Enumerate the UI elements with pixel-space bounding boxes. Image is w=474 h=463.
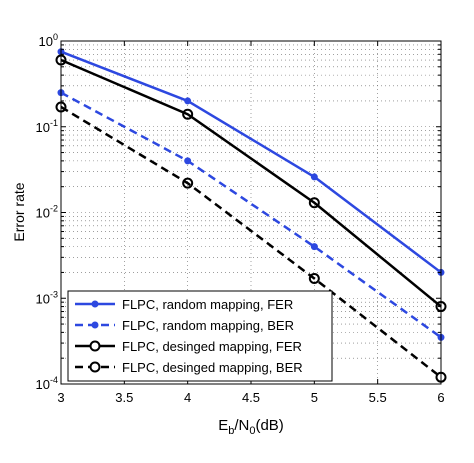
y-tick-label: 10-1 xyxy=(36,118,58,135)
series-2-point xyxy=(310,243,318,251)
x-axis-label-n: /N xyxy=(234,417,249,434)
series-line-3 xyxy=(60,58,442,308)
x-tick-label: 6 xyxy=(437,390,444,405)
x-tick-label: 3.5 xyxy=(115,390,133,405)
x-axis-label-sub-b: b xyxy=(228,425,234,437)
y-tick-label: 10-3 xyxy=(36,289,58,306)
x-axis-label-sub-0: 0 xyxy=(249,425,255,437)
x-axis-label-unit: (dB) xyxy=(255,417,283,434)
legend-label-4: FLPC, desinged mapping, BER xyxy=(122,360,303,375)
series-line-1 xyxy=(60,50,442,274)
legend-marker-1 xyxy=(91,300,99,308)
legend-marker-4 xyxy=(89,361,101,373)
x-axis-label-e: E xyxy=(218,417,228,434)
grid-lines xyxy=(61,41,441,384)
axis-ticks: 3 3.5 4 4.5 5 5.5 6 100 10-1 10-2 10-3 10-4 xyxy=(36,32,445,405)
legend-marker-2 xyxy=(91,321,99,329)
series-2-point xyxy=(184,157,192,165)
y-tick-label: 100 xyxy=(39,32,58,49)
legend-label-3: FLPC, desinged mapping, FER xyxy=(122,339,302,354)
series-3-point xyxy=(182,108,194,120)
y-axis-label: Error rate xyxy=(11,182,27,241)
series-3-point xyxy=(308,197,320,209)
series-line-4 xyxy=(60,105,442,379)
series-1-point xyxy=(184,97,192,105)
series-4-point xyxy=(182,177,194,189)
legend-marker-3 xyxy=(89,340,101,352)
x-tick-label: 3 xyxy=(57,390,64,405)
series-1-point xyxy=(310,173,318,181)
x-tick-label: 4.5 xyxy=(242,390,260,405)
legend: FLPC, random mapping, FER FLPC, random ma… xyxy=(67,290,333,382)
y-tick-label: 10-4 xyxy=(36,375,58,392)
x-axis-label: Eb/N0(dB) xyxy=(218,417,284,437)
x-tick-label: 5.5 xyxy=(369,390,387,405)
legend-box xyxy=(67,290,333,382)
series-line-2 xyxy=(60,91,442,339)
y-tick-label: 10-2 xyxy=(36,204,58,221)
series-4-point xyxy=(308,272,320,284)
x-tick-label: 4 xyxy=(184,390,191,405)
legend-label-1: FLPC, random mapping, FER xyxy=(122,297,293,312)
legend-label-2: FLPC, random mapping, BER xyxy=(122,318,294,333)
x-tick-label: 5 xyxy=(311,390,318,405)
